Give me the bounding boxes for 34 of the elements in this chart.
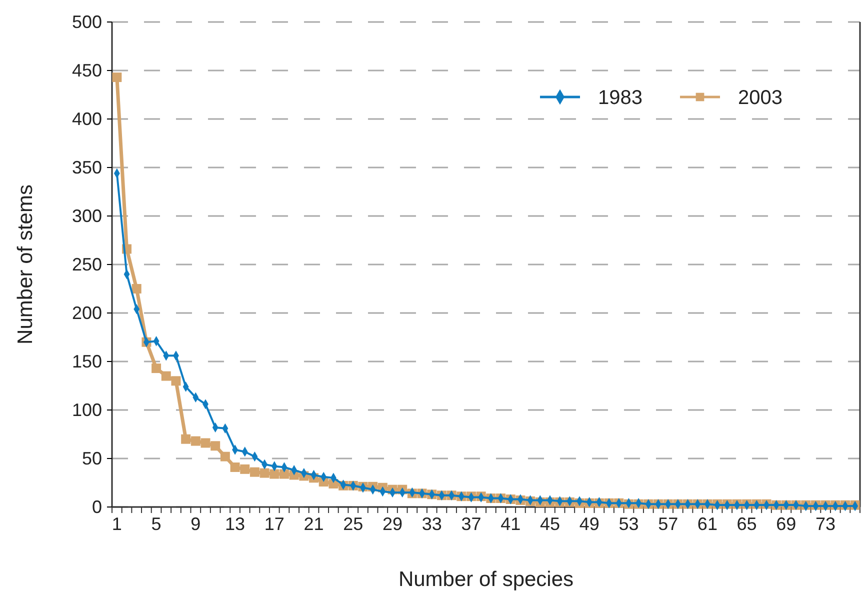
y-tick-label: 450 — [72, 60, 102, 80]
y-axis-title: Number of stems — [14, 184, 37, 344]
x-tick-label: 9 — [190, 514, 201, 534]
x-tick-label: 41 — [500, 514, 521, 534]
x-tick-label: 73 — [816, 514, 836, 534]
x-tick-label: 53 — [618, 514, 639, 534]
y-tick-label: 50 — [82, 448, 102, 468]
x-tick-label: 29 — [382, 514, 403, 534]
y-tick-label: 400 — [72, 108, 102, 129]
y-tick-label: 0 — [92, 496, 102, 517]
x-tick-label: 21 — [304, 514, 324, 534]
x-tick-label: 57 — [658, 514, 678, 534]
x-tick-label: 37 — [461, 514, 482, 534]
x-tick-label: 65 — [736, 514, 757, 534]
y-tick-label: 250 — [72, 254, 102, 274]
x-tick-label: 25 — [343, 514, 364, 534]
legend-label: 2003 — [738, 87, 782, 109]
y-tick-label: 350 — [72, 157, 102, 178]
x-tick-label: 45 — [540, 514, 560, 534]
x-tick-label: 5 — [151, 514, 162, 534]
legend-label: 1983 — [598, 87, 642, 109]
y-tick-label: 100 — [72, 400, 102, 420]
x-tick-label: 1 — [112, 514, 122, 534]
y-tick-label: 200 — [72, 302, 102, 323]
y-tick-label: 150 — [72, 351, 102, 372]
x-tick-label: 33 — [422, 514, 442, 534]
y-tick-label: 300 — [72, 206, 102, 226]
y-tick-label: 500 — [72, 12, 102, 32]
x-tick-label: 61 — [697, 514, 718, 534]
x-axis-title: Number of species — [398, 568, 574, 591]
x-tick-label: 13 — [225, 514, 246, 534]
x-tick-label: 17 — [264, 514, 284, 534]
x-tick-label: 49 — [579, 514, 600, 534]
x-tick-label: 69 — [776, 514, 796, 534]
